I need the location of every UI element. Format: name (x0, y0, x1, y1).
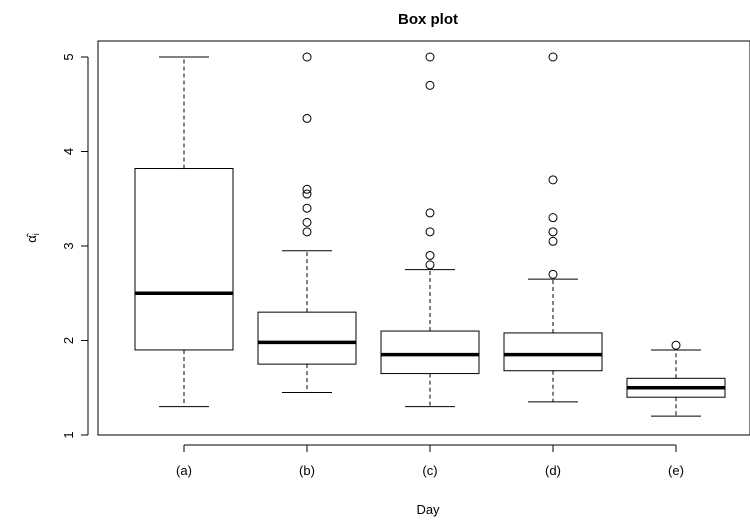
iqr-box (258, 312, 356, 364)
outlier-point (672, 341, 680, 349)
outlier-point (426, 228, 434, 236)
box-d (504, 53, 602, 402)
x-tick-label: (e) (668, 463, 684, 478)
y-tick-label: 3 (61, 242, 76, 249)
y-axis-label: α̂i (24, 232, 41, 243)
y-tick-label: 5 (61, 53, 76, 60)
outlier-point (303, 204, 311, 212)
outlier-point (549, 270, 557, 278)
y-label-subscript: i (31, 233, 41, 235)
outlier-point (549, 237, 557, 245)
box-series (135, 53, 725, 416)
outlier-point (303, 228, 311, 236)
box-e (627, 341, 725, 416)
box-b (258, 53, 356, 392)
outlier-point (303, 190, 311, 198)
outlier-point (426, 251, 434, 259)
x-axis: (a) (b) (c) (d) (e) (176, 445, 684, 478)
outlier-point (303, 185, 311, 193)
outlier-point (426, 209, 434, 217)
outlier-point (549, 53, 557, 61)
outlier-point (426, 53, 434, 61)
outlier-point (426, 261, 434, 269)
iqr-box (135, 169, 233, 350)
outlier-point (303, 53, 311, 61)
outlier-point (303, 218, 311, 226)
x-axis-label: Day (416, 502, 440, 517)
box-a (135, 57, 233, 407)
y-tick-label: 4 (61, 148, 76, 155)
x-tick-label: (a) (176, 463, 192, 478)
x-tick-label: (c) (422, 463, 437, 478)
x-tick-label: (b) (299, 463, 315, 478)
outlier-point (549, 228, 557, 236)
iqr-box (504, 333, 602, 371)
outlier-point (549, 176, 557, 184)
outlier-point (426, 81, 434, 89)
outlier-point (303, 114, 311, 122)
chart-title: Box plot (398, 11, 458, 28)
iqr-box (381, 331, 479, 374)
y-tick-label: 2 (61, 337, 76, 344)
x-tick-label: (d) (545, 463, 561, 478)
y-axis: 1 2 3 4 5 (61, 53, 88, 438)
box-c (381, 53, 479, 407)
y-tick-label: 1 (61, 431, 76, 438)
outlier-point (549, 214, 557, 222)
